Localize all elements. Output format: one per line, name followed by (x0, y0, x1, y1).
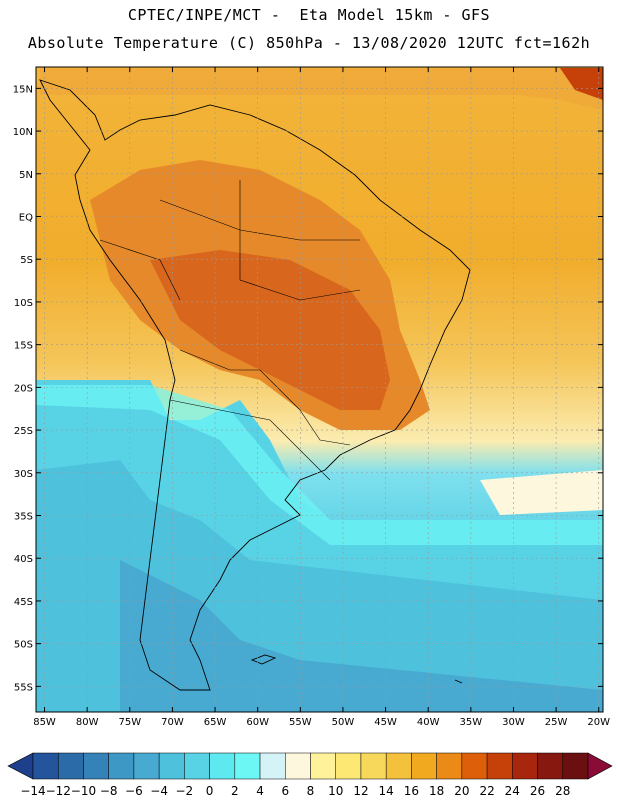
colorbar: −14 −12 −10 −8 −6 −4 −2 0 2 4 6 8 10 12 14 16 18 20 22 24 26… (7, 752, 613, 798)
colorbar-swatch (259, 752, 286, 780)
colorbar-label: 14 (379, 784, 394, 798)
colorbar-swatch (512, 752, 538, 780)
colorbar-swatch (537, 752, 564, 780)
lat-label: EQ (19, 213, 33, 224)
colorbar-swatch (436, 752, 463, 780)
chart-title-line-1: CPTEC/INPE/MCT - Eta Model 15km - GFS (127, 6, 491, 24)
lon-label: 30W (502, 717, 525, 728)
colorbar-label: 2 (231, 784, 239, 798)
colorbar-swatch (285, 752, 311, 780)
lon-label: 65W (204, 717, 227, 728)
lon-label: 25W (545, 717, 568, 728)
colorbar-label: 0 (206, 784, 214, 798)
north-band (40, 68, 603, 110)
colorbar-swatch (335, 752, 362, 780)
colorbar-swatch (310, 752, 336, 780)
lon-label: 35W (460, 717, 483, 728)
lon-label: 50W (332, 717, 355, 728)
lat-label: 50S (14, 640, 33, 651)
plot-frame (35, 66, 604, 713)
colorbar-label: −10 (71, 784, 96, 798)
chart-title-line-2: Absolute Temperature (C) 850hPa - 13/08/… (27, 34, 591, 52)
colorbar-swatch (184, 752, 210, 780)
colorbar-label: 6 (281, 784, 289, 798)
lon-label: 45W (374, 717, 397, 728)
colorbar-label: 18 (429, 784, 444, 798)
colorbar-label: 16 (404, 784, 419, 798)
mild-patch (480, 470, 603, 515)
lat-label: 10S (14, 298, 33, 309)
colorbar-swatch (83, 752, 109, 780)
lon-label: 80W (76, 717, 99, 728)
coastline (39, 79, 471, 691)
colorbar-label: 28 (555, 784, 570, 798)
lat-label: 45S (14, 597, 33, 608)
colorbar-swatch (486, 752, 513, 780)
colorbar-swatch (562, 752, 589, 780)
temperature-field (36, 67, 603, 712)
lon-label: 85W (33, 717, 56, 728)
colorbar-label: −12 (46, 784, 71, 798)
lat-label: 55S (14, 682, 33, 693)
colorbar-swatch (234, 752, 261, 780)
lat-label: 15N (13, 84, 33, 95)
lat-label: 15S (14, 341, 33, 352)
lat-label: 40S (14, 554, 33, 565)
lon-label: 60W (246, 717, 269, 728)
colorbar-swatch (57, 752, 84, 780)
colorbar-swatch (32, 752, 59, 780)
hot-region (150, 250, 390, 410)
colorbar-swatch (158, 752, 185, 780)
lat-label: 10N (13, 127, 33, 138)
colorbar-swatch (461, 752, 488, 780)
colorbar-swatch (360, 752, 387, 780)
colorbar-label: 20 (454, 784, 469, 798)
colorbar-swatch (209, 752, 236, 780)
lon-label: 55W (289, 717, 312, 728)
colorbar-swatch (411, 752, 437, 780)
lat-label: 5N (19, 170, 33, 181)
colorbar-label: −6 (125, 784, 143, 798)
colorbar-label: −4 (150, 784, 168, 798)
lat-label: 20S (14, 383, 33, 394)
colorbar-high-triangle (587, 752, 613, 780)
lat-label: 5S (20, 255, 33, 266)
colorbar-label: −14 (20, 784, 45, 798)
coldest-region (120, 560, 603, 712)
colorbar-swatch (385, 752, 412, 780)
lon-label: 40W (417, 717, 440, 728)
colorbar-label: 22 (479, 784, 494, 798)
colorbar-label: −2 (176, 784, 194, 798)
colorbar-low-triangle (7, 752, 34, 780)
country-borders (99, 180, 361, 481)
lat-label: 25S (14, 426, 33, 437)
lon-label: 20W (587, 717, 610, 728)
lat-label: 35S (14, 512, 33, 523)
axes: 15N 10N 5N EQ 5S 10S 15S 20S 25S 30S 35S 40S 45S 50S 5… (13, 67, 610, 728)
colorbar-label: 12 (353, 784, 368, 798)
cool-band (36, 385, 603, 545)
colorbar-swatch (133, 752, 160, 780)
lon-label: 75W (118, 717, 141, 728)
north-east-hot-spot (560, 68, 603, 100)
colorbar-label: 10 (328, 784, 343, 798)
colorbar-label: 26 (530, 784, 545, 798)
colorbar-swatch (108, 752, 135, 780)
colorbar-label: 24 (505, 784, 520, 798)
lon-label: 70W (161, 717, 184, 728)
colorbar-label: 8 (307, 784, 315, 798)
lat-label: 30S (14, 469, 33, 480)
colorbar-label: 4 (256, 784, 264, 798)
colorbar-label: −8 (100, 784, 118, 798)
